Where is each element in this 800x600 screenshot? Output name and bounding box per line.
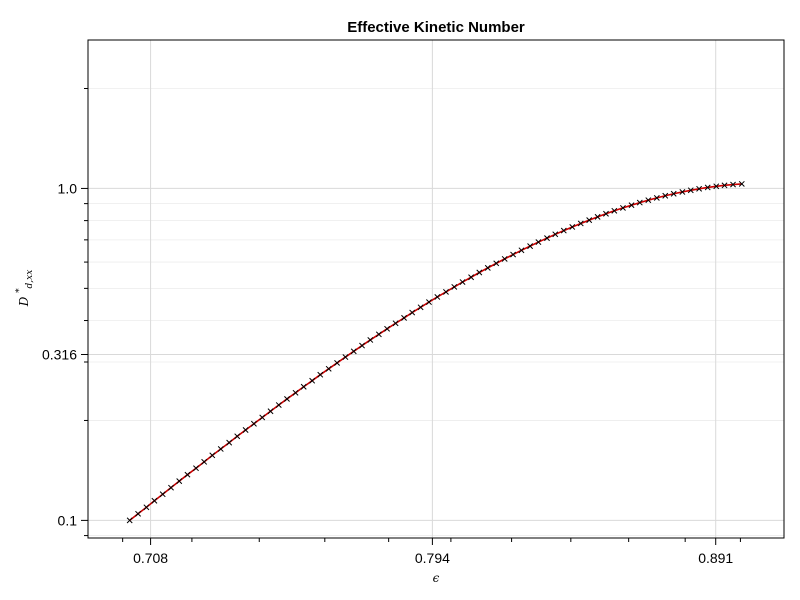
x-tick-label: 0.708 [133, 550, 168, 566]
data-point-marker [259, 414, 266, 421]
data-point-marker [392, 320, 399, 327]
data-point-marker [409, 309, 416, 316]
y-tick-label: 1.0 [58, 180, 78, 196]
data-point-marker [375, 331, 382, 338]
data-point-marker [721, 182, 728, 189]
data-point-marker [309, 377, 316, 384]
data-point-marker [367, 336, 374, 343]
data-point-marker [451, 283, 458, 290]
data-point-marker [159, 491, 166, 498]
data-point-marker [176, 478, 183, 485]
plot-frame [87, 39, 785, 539]
data-point-marker [217, 446, 224, 452]
y-axis-label-main: D [17, 296, 31, 307]
data-point-marker [611, 207, 618, 214]
data-point-marker [267, 408, 274, 415]
data-point-marker [426, 299, 432, 306]
data-point-marker [459, 279, 466, 285]
tick-layer: 0.708 0.794 0.891 0.1 0.316 1.0 [42, 88, 741, 566]
data-point-marker [552, 231, 559, 238]
data-point-marker [417, 304, 424, 311]
data-point-marker [628, 202, 635, 209]
chart-title: Effective Kinetic Number [347, 19, 525, 36]
data-point-marker [384, 325, 391, 332]
data-point-marker [193, 465, 199, 472]
data-point-marker [434, 294, 441, 300]
series-markers-1 [126, 180, 745, 524]
data-point-marker [687, 187, 694, 194]
data-point-marker [544, 235, 550, 242]
data-point-marker [662, 192, 669, 199]
data-point-marker [510, 251, 517, 258]
data-point-marker [325, 365, 332, 372]
data-point-marker [493, 260, 500, 267]
data-point-marker [292, 389, 299, 396]
data-point-marker [560, 227, 567, 234]
data-point-marker [468, 274, 475, 281]
y-axis-label-sup: * [15, 288, 25, 293]
data-point-marker [653, 194, 660, 201]
data-point-marker [443, 288, 449, 295]
data-point-marker [275, 402, 282, 408]
x-tick-label: 0.794 [415, 550, 450, 566]
data-point-marker [713, 183, 720, 190]
data-point-marker [619, 204, 626, 211]
data-point-marker [645, 197, 652, 204]
data-point-marker [730, 181, 736, 188]
data-point-marker [334, 359, 341, 366]
y-tick-label: 0.316 [42, 347, 77, 363]
data-point-marker [704, 184, 711, 191]
data-point-marker [501, 255, 508, 262]
data-point-marker [126, 517, 133, 524]
data-point-marker [586, 217, 593, 224]
data-point-marker [317, 371, 324, 378]
data-point-marker [234, 433, 241, 440]
data-point-marker [484, 264, 491, 271]
x-tick-label: 0.891 [698, 550, 733, 566]
data-point-marker [696, 185, 703, 192]
data-point-marker [535, 239, 542, 246]
data-point-marker [342, 354, 349, 361]
data-point-marker [168, 484, 174, 491]
y-axis-label: D * d,xx [11, 270, 35, 308]
data-point-marker [401, 314, 408, 321]
data-point-marker [300, 383, 307, 390]
grid-layer [88, 40, 784, 538]
data-point-marker [201, 458, 208, 465]
data-point-marker [476, 269, 483, 276]
svg-text:D * d,xx: D * d,xx [11, 270, 35, 308]
data-point-marker [518, 247, 525, 254]
data-point-marker [143, 504, 150, 511]
data-point-marker [151, 497, 158, 504]
y-tick-label: 0.1 [58, 512, 78, 528]
data-point-marker [670, 190, 677, 197]
data-point-marker [359, 342, 365, 349]
y-axis-label-sub: d,xx [25, 270, 35, 289]
data-point-marker [350, 348, 357, 355]
data-point-marker [209, 452, 216, 459]
data-point-marker [284, 395, 290, 402]
data-point-marker [603, 210, 609, 217]
data-point-marker [679, 188, 686, 195]
data-point-marker [250, 420, 257, 427]
data-point-marker [594, 213, 601, 220]
data-point-marker [636, 199, 643, 206]
data-layer [126, 180, 745, 524]
data-point-marker [184, 471, 191, 478]
data-point-marker [569, 224, 576, 230]
data-point-marker [738, 180, 745, 187]
x-axis-label: ϵ [433, 571, 440, 585]
data-point-marker [527, 243, 534, 250]
data-point-marker [226, 439, 233, 446]
data-point-marker [135, 510, 142, 517]
data-point-marker [577, 220, 584, 227]
data-point-marker [242, 427, 249, 433]
